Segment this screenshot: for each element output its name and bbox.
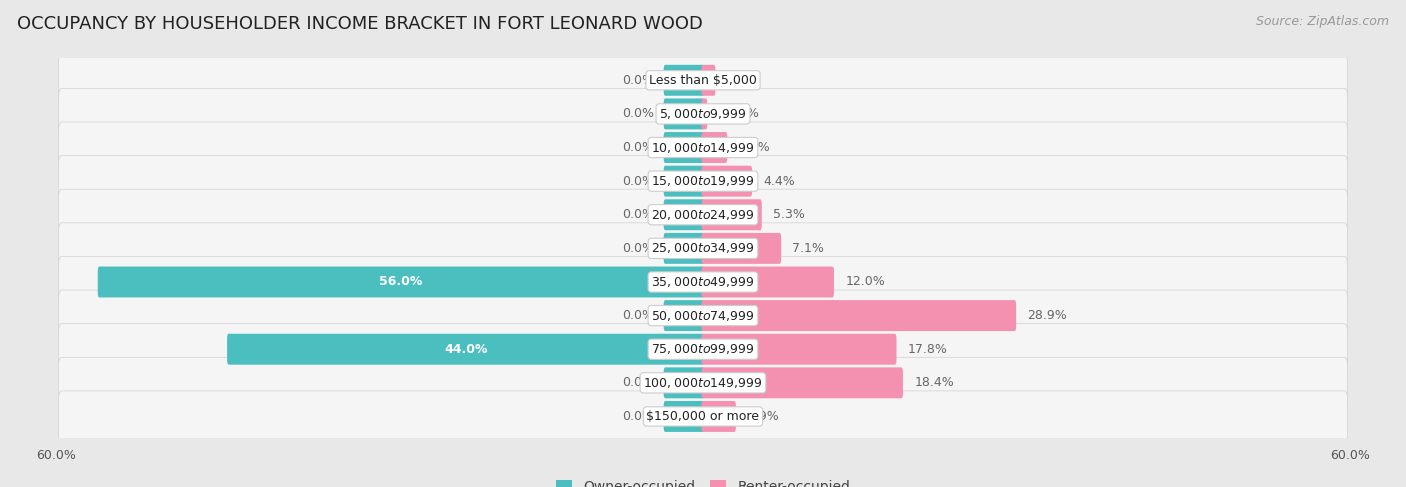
FancyBboxPatch shape: [702, 233, 782, 264]
FancyBboxPatch shape: [228, 334, 704, 365]
Text: $50,000 to $74,999: $50,000 to $74,999: [651, 309, 755, 322]
Text: $15,000 to $19,999: $15,000 to $19,999: [651, 174, 755, 188]
FancyBboxPatch shape: [664, 401, 704, 432]
FancyBboxPatch shape: [702, 401, 735, 432]
FancyBboxPatch shape: [59, 357, 1347, 409]
FancyBboxPatch shape: [664, 233, 704, 264]
FancyBboxPatch shape: [702, 132, 727, 163]
Text: 2.9%: 2.9%: [747, 410, 779, 423]
FancyBboxPatch shape: [702, 300, 1017, 331]
Text: Less than $5,000: Less than $5,000: [650, 74, 756, 87]
FancyBboxPatch shape: [59, 155, 1347, 206]
Text: $10,000 to $14,999: $10,000 to $14,999: [651, 141, 755, 154]
FancyBboxPatch shape: [59, 189, 1347, 240]
Text: $150,000 or more: $150,000 or more: [647, 410, 759, 423]
FancyBboxPatch shape: [664, 98, 704, 130]
Text: 4.4%: 4.4%: [763, 175, 796, 187]
FancyBboxPatch shape: [59, 391, 1347, 442]
Text: 18.4%: 18.4%: [914, 376, 955, 389]
Text: 7.1%: 7.1%: [793, 242, 824, 255]
Text: 0.0%: 0.0%: [623, 208, 654, 221]
Text: Source: ZipAtlas.com: Source: ZipAtlas.com: [1256, 15, 1389, 28]
FancyBboxPatch shape: [664, 65, 704, 96]
Text: 44.0%: 44.0%: [444, 343, 488, 356]
Text: 0.0%: 0.0%: [623, 141, 654, 154]
FancyBboxPatch shape: [702, 266, 834, 298]
FancyBboxPatch shape: [59, 88, 1347, 139]
Text: 0.0%: 0.0%: [623, 108, 654, 120]
FancyBboxPatch shape: [702, 199, 762, 230]
Text: 0.25%: 0.25%: [718, 108, 758, 120]
FancyBboxPatch shape: [59, 223, 1347, 274]
Text: 2.1%: 2.1%: [738, 141, 770, 154]
Text: $5,000 to $9,999: $5,000 to $9,999: [659, 107, 747, 121]
Text: 1.0%: 1.0%: [727, 74, 759, 87]
FancyBboxPatch shape: [702, 65, 716, 96]
Text: 12.0%: 12.0%: [845, 276, 884, 288]
Text: 5.3%: 5.3%: [773, 208, 806, 221]
Legend: Owner-occupied, Renter-occupied: Owner-occupied, Renter-occupied: [550, 475, 856, 487]
FancyBboxPatch shape: [664, 132, 704, 163]
FancyBboxPatch shape: [98, 266, 704, 298]
Text: 0.0%: 0.0%: [623, 74, 654, 87]
Text: 0.0%: 0.0%: [623, 410, 654, 423]
FancyBboxPatch shape: [664, 166, 704, 197]
FancyBboxPatch shape: [59, 257, 1347, 307]
FancyBboxPatch shape: [702, 166, 752, 197]
Text: 0.0%: 0.0%: [623, 242, 654, 255]
Text: OCCUPANCY BY HOUSEHOLDER INCOME BRACKET IN FORT LEONARD WOOD: OCCUPANCY BY HOUSEHOLDER INCOME BRACKET …: [17, 15, 703, 33]
Text: $25,000 to $34,999: $25,000 to $34,999: [651, 242, 755, 255]
FancyBboxPatch shape: [59, 55, 1347, 106]
FancyBboxPatch shape: [59, 324, 1347, 375]
Text: 0.0%: 0.0%: [623, 175, 654, 187]
FancyBboxPatch shape: [702, 98, 707, 130]
Text: $75,000 to $99,999: $75,000 to $99,999: [651, 342, 755, 356]
FancyBboxPatch shape: [664, 367, 704, 398]
Text: $35,000 to $49,999: $35,000 to $49,999: [651, 275, 755, 289]
Text: 56.0%: 56.0%: [380, 276, 423, 288]
FancyBboxPatch shape: [702, 367, 903, 398]
FancyBboxPatch shape: [59, 122, 1347, 173]
Text: 28.9%: 28.9%: [1028, 309, 1067, 322]
Text: 0.0%: 0.0%: [623, 376, 654, 389]
FancyBboxPatch shape: [664, 300, 704, 331]
Text: $100,000 to $149,999: $100,000 to $149,999: [644, 376, 762, 390]
Text: 0.0%: 0.0%: [623, 309, 654, 322]
Text: 17.8%: 17.8%: [908, 343, 948, 356]
Text: $20,000 to $24,999: $20,000 to $24,999: [651, 208, 755, 222]
FancyBboxPatch shape: [664, 199, 704, 230]
FancyBboxPatch shape: [702, 334, 897, 365]
FancyBboxPatch shape: [59, 290, 1347, 341]
